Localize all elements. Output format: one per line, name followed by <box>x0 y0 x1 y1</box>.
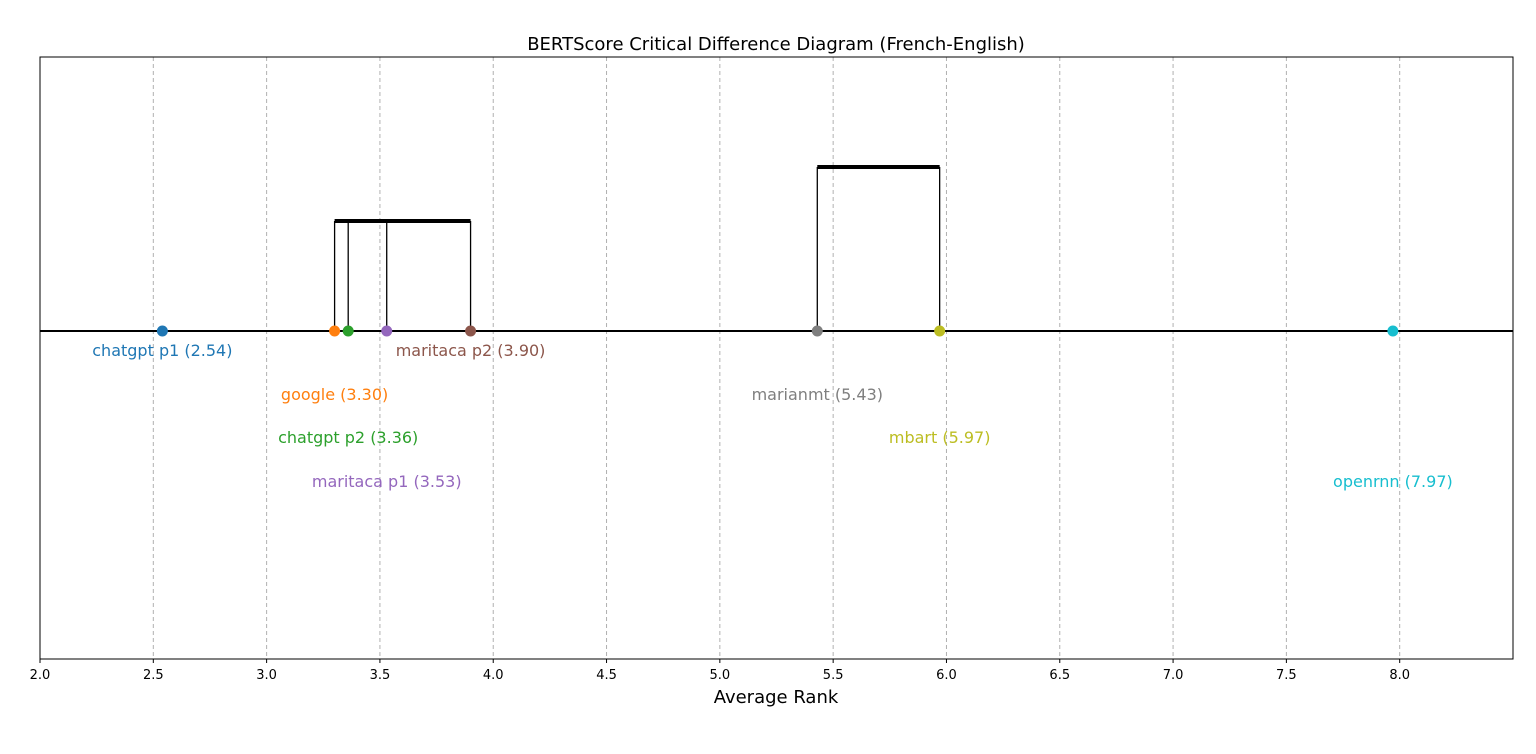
model-label: maritaca p1 (3.53) <box>312 472 462 491</box>
model-labels: chatgpt p1 (2.54) google (3.30) chatgpt p2… <box>92 341 1452 491</box>
clique-bars <box>333 165 941 331</box>
model-point <box>381 325 393 337</box>
x-tick-label: 5.0 <box>710 668 731 683</box>
model-point <box>811 325 823 337</box>
x-axis-ticks: 2.0 2.5 3.0 3.5 4.0 4.5 5.0 5.5 6.0 6.5 7.0 7.5 8.0 <box>30 659 1410 683</box>
x-tick-label: 7.5 <box>1276 668 1297 683</box>
x-tick-label: 6.5 <box>1049 668 1070 683</box>
x-tick-label: 4.5 <box>596 668 617 683</box>
x-tick-label: 5.5 <box>823 668 844 683</box>
model-label: openrnn (7.97) <box>1333 472 1453 491</box>
x-tick-label: 7.0 <box>1163 668 1184 683</box>
model-label: chatgpt p2 (3.36) <box>278 428 418 447</box>
model-label: marianmt (5.43) <box>752 385 883 404</box>
chart-title: BERTScore Critical Difference Diagram (F… <box>527 34 1025 55</box>
x-tick-label: 4.0 <box>483 668 504 683</box>
model-label: mbart (5.97) <box>889 428 991 447</box>
model-point <box>156 325 168 337</box>
model-label: chatgpt p1 (2.54) <box>92 341 232 360</box>
model-points <box>156 325 1399 337</box>
x-tick-label: 2.5 <box>143 668 164 683</box>
model-label: maritaca p2 (3.90) <box>396 341 546 360</box>
plot-frame <box>39 56 1514 660</box>
x-tick-label: 2.0 <box>30 668 51 683</box>
model-point <box>465 325 477 337</box>
model-point <box>934 325 946 337</box>
x-tick-label: 6.0 <box>936 668 957 683</box>
model-label: google (3.30) <box>281 385 388 404</box>
x-axis-label: Average Rank <box>714 687 839 708</box>
x-tick-label: 8.0 <box>1389 668 1410 683</box>
model-point <box>342 325 354 337</box>
x-tick-label: 3.5 <box>370 668 391 683</box>
x-tick-label: 3.0 <box>256 668 277 683</box>
model-point <box>1387 325 1399 337</box>
grid-lines <box>152 57 1401 659</box>
model-point <box>329 325 341 337</box>
